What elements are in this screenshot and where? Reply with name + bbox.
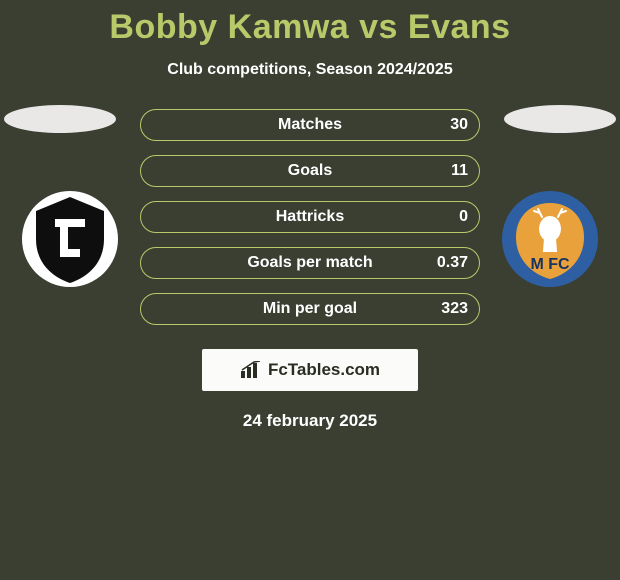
subtitle: Club competitions, Season 2024/2025 [0,61,620,79]
page-title: Bobby Kamwa vs Evans [0,0,620,47]
club-badge-right: M FC [500,189,600,289]
stat-label: Min per goal [263,300,357,318]
player-pill-right [504,105,616,133]
player-pill-left [4,105,116,133]
stats-list: Matches 30 Goals 11 Hattricks 0 Goals pe… [140,109,480,325]
club-badge-left [20,189,120,289]
svg-text:M FC: M FC [530,256,570,273]
bars-icon [240,361,262,379]
brand-badge[interactable]: FcTables.com [202,349,418,391]
stat-label: Matches [278,116,342,134]
stat-value-right: 0.37 [437,254,468,272]
stat-value-right: 0 [459,208,468,226]
stat-value-right: 11 [451,162,468,180]
snapshot-date: 24 february 2025 [0,411,620,431]
stat-label: Goals per match [247,254,372,272]
shield-icon [20,189,120,289]
stat-row-goals: Goals 11 [140,155,480,187]
stat-row-gpm: Goals per match 0.37 [140,247,480,279]
stat-label: Goals [288,162,332,180]
brand-label: FcTables.com [268,360,380,380]
stat-row-hattricks: Hattricks 0 [140,201,480,233]
comparison-panel: M FC Matches 30 Goals 11 Hattricks 0 Goa… [0,109,620,431]
stat-row-matches: Matches 30 [140,109,480,141]
stat-value-right: 323 [441,300,468,318]
stat-value-right: 30 [450,116,468,134]
stat-row-mpg: Min per goal 323 [140,293,480,325]
stag-shield-icon: M FC [500,189,600,289]
stat-label: Hattricks [276,208,344,226]
